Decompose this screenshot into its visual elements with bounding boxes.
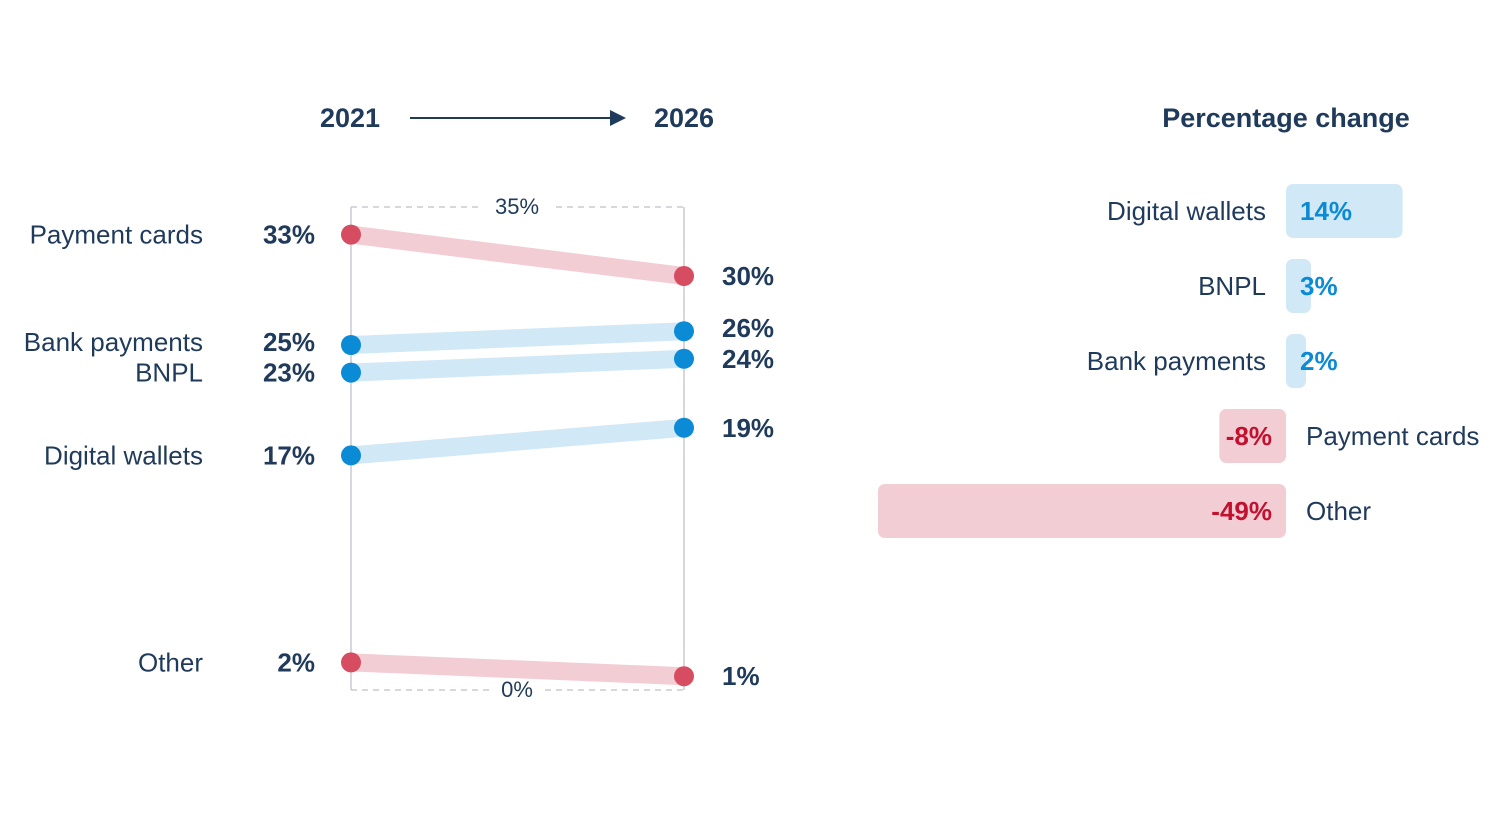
slope-dot-2026-bank-payments bbox=[674, 321, 694, 342]
change-label-other: Other bbox=[1306, 496, 1371, 526]
end-value-bank-payments: 26% bbox=[722, 313, 774, 343]
percentage-change-title: Percentage change bbox=[1162, 103, 1410, 133]
slope-dot-2021-bnpl bbox=[341, 362, 361, 383]
change-value-payment-cards: -8% bbox=[1226, 421, 1272, 451]
change-value-bank-payments: 2% bbox=[1300, 346, 1338, 376]
slope-dot-2026-bnpl bbox=[674, 348, 694, 369]
series-name-payment-cards: Payment cards bbox=[30, 220, 203, 250]
axis-bottom-label: 0% bbox=[501, 677, 533, 702]
change-value-bnpl: 3% bbox=[1300, 271, 1338, 301]
change-value-digital-wallets: 14% bbox=[1300, 196, 1352, 226]
change-bars-group: 14% Digital wallets 3% BNPL 2% Bank payments -… bbox=[878, 184, 1479, 538]
slope-dot-2021-payment-cards bbox=[341, 224, 361, 245]
change-label-payment-cards: Payment cards bbox=[1306, 421, 1479, 451]
series-name-bank-payments: Bank payments bbox=[24, 327, 203, 357]
slope-dot-2026-payment-cards bbox=[674, 266, 694, 286]
year-arrow-head-icon bbox=[610, 110, 626, 126]
end-value-other: 1% bbox=[722, 661, 760, 691]
change-row-payment-cards: -8% Payment cards bbox=[1219, 409, 1479, 463]
change-bar-bank-payments bbox=[1286, 334, 1306, 388]
slope-band-other bbox=[350, 653, 685, 686]
slope-dot-2021-bank-payments bbox=[341, 335, 361, 355]
slope-axis-frame: 35% 0% bbox=[350, 194, 685, 702]
change-label-bnpl: BNPL bbox=[1198, 271, 1266, 301]
change-row-bnpl: 3% BNPL bbox=[1198, 259, 1338, 313]
series-name-bnpl: BNPL bbox=[135, 358, 203, 388]
change-value-other: -49% bbox=[1211, 496, 1272, 526]
slope-series-group: Payment cards 33%30%Bank payments 25% 26%BN… bbox=[24, 220, 774, 692]
change-bar-digital-wallets bbox=[1286, 184, 1403, 238]
end-year-header: 2026 bbox=[654, 103, 714, 133]
change-row-bank-payments: 2% Bank payments bbox=[1087, 334, 1338, 388]
slope-dot-2021-digital-wallets bbox=[341, 445, 361, 466]
series-name-other: Other bbox=[138, 647, 203, 677]
slope-series-bnpl: BNPL 23% 24% bbox=[135, 344, 774, 388]
start-value-digital-wallets: 17% bbox=[263, 440, 315, 470]
slope-band-bank-payments bbox=[350, 322, 685, 354]
slope-series-payment-cards: Payment cards 33% 30% bbox=[30, 220, 774, 291]
end-value-digital-wallets: 19% bbox=[722, 413, 774, 443]
slope-band-payment-cards bbox=[349, 225, 686, 285]
end-value-payment-cards: 30% bbox=[722, 261, 774, 291]
slope-series-digital-wallets: Digital wallets 17% 19% bbox=[44, 413, 774, 471]
start-value-bank-payments: 25% bbox=[263, 327, 315, 357]
change-row-digital-wallets: 14% Digital wallets bbox=[1107, 184, 1403, 238]
series-name-digital-wallets: Digital wallets bbox=[44, 440, 203, 470]
start-value-bnpl: 23% bbox=[263, 358, 315, 388]
change-row-other: -49% Other bbox=[878, 484, 1371, 538]
slope-series-other: Other 2% 1% bbox=[138, 647, 760, 691]
start-year-header: 2021 bbox=[320, 103, 380, 133]
slope-dot-2026-other bbox=[674, 666, 694, 687]
change-bar-payment-cards bbox=[1219, 409, 1286, 463]
start-value-payment-cards: 33% bbox=[263, 220, 315, 250]
change-label-bank-payments: Bank payments bbox=[1087, 346, 1266, 376]
change-bar-other bbox=[878, 484, 1286, 538]
change-bar-bnpl bbox=[1286, 259, 1311, 313]
change-label-digital-wallets: Digital wallets bbox=[1107, 196, 1266, 226]
slope-dot-2026-digital-wallets bbox=[674, 417, 694, 438]
slope-series-bank-payments: Bank payments 25% 26% bbox=[24, 313, 774, 357]
slope-dot-2021-other bbox=[341, 652, 361, 673]
start-value-other: 2% bbox=[277, 647, 315, 677]
slope-band-bnpl bbox=[350, 349, 685, 382]
slope-band-digital-wallets bbox=[350, 418, 685, 465]
end-value-bnpl: 24% bbox=[722, 344, 774, 374]
axis-top-label: 35% bbox=[495, 194, 539, 219]
